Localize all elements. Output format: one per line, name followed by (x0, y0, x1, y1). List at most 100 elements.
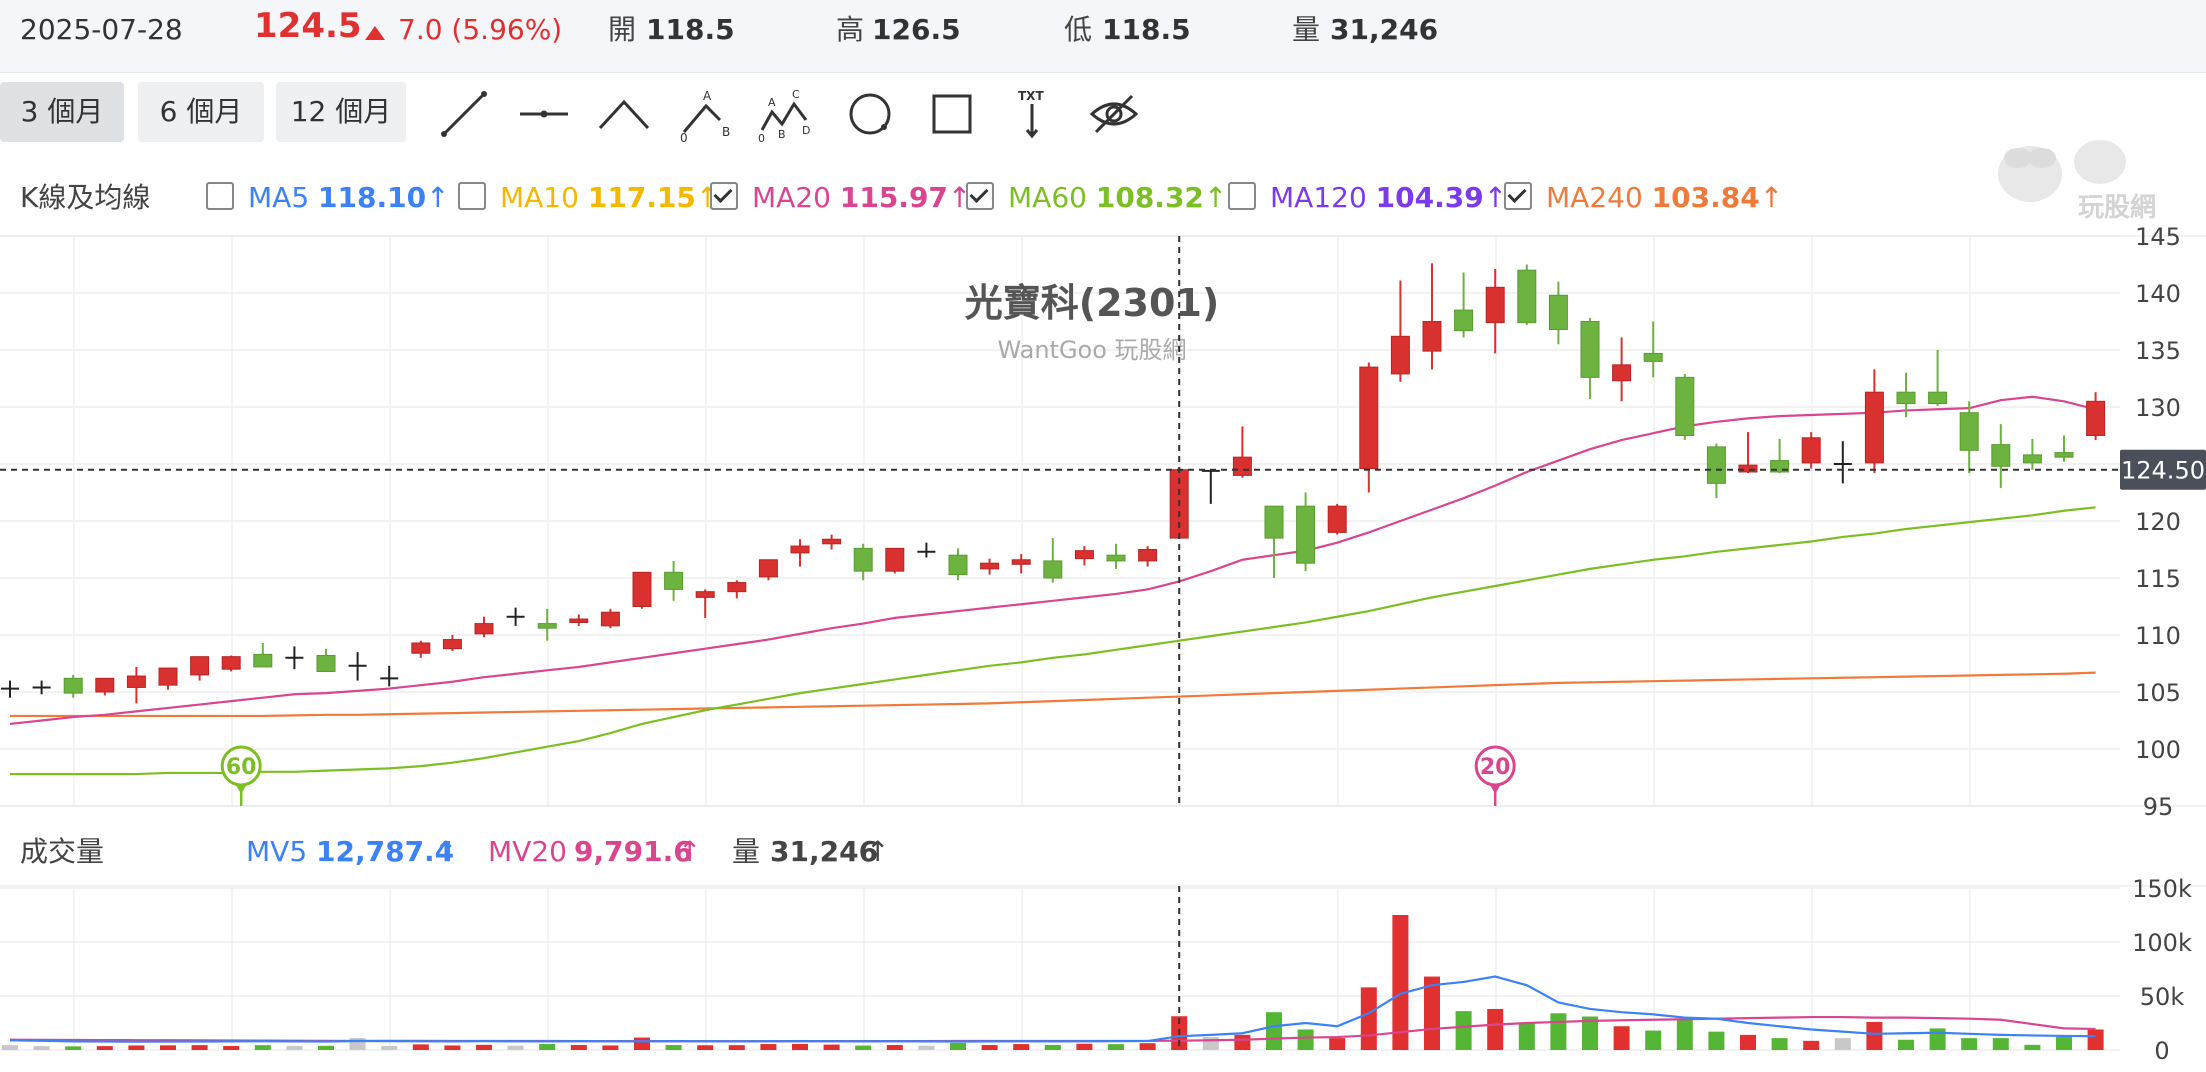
candle-body (1801, 437, 1821, 464)
candle-body (600, 611, 620, 627)
candle-body (1612, 364, 1632, 382)
volume-bar (96, 1046, 113, 1050)
volume-bar (33, 1046, 50, 1050)
volume-bar (254, 1045, 271, 1050)
volume-bar (1992, 1038, 2009, 1050)
volume-bar (1898, 1039, 1914, 1050)
range-6-months-button[interactable]: 6 個月 (138, 82, 264, 142)
ma20-toggle[interactable]: MA20 115.97↑ (710, 176, 971, 220)
vol-value: 31,246 (770, 835, 879, 868)
volume-tick-label: 150k (2132, 875, 2192, 903)
volume-bar (286, 1045, 303, 1050)
candle-body (442, 639, 462, 650)
volume-indicator-row: 成交量 MV5 12,787.4 ↑ MV20 9,791.6 ↑ 量 31,2… (0, 830, 2206, 874)
range-3-months-button[interactable]: 3 個月 (0, 82, 124, 142)
candle-body (1296, 505, 1316, 564)
ma-lines (9, 395, 2096, 776)
ma5-toggle[interactable]: MA5 118.10↑ (206, 176, 450, 220)
marker-label: 60 (226, 755, 257, 780)
price-tick-label: 130 (2135, 394, 2181, 422)
text-tool-label: TXT (1018, 89, 1044, 103)
price-tick-label: 145 (2135, 223, 2181, 251)
crosshair: 124.50 (0, 236, 2206, 1050)
volume-bar (349, 1038, 366, 1050)
candle-body (1232, 456, 1252, 476)
abcd-letter-c: C (792, 88, 800, 101)
hide-drawings-icon[interactable] (1086, 86, 1142, 142)
volume-tick-label: 100k (2132, 929, 2192, 957)
candle-body (221, 656, 241, 670)
volume-tick-label: 0 (2154, 1037, 2169, 1065)
volume-bar (1455, 1011, 1472, 1050)
ma-indicator-row: K線及均線 MA5 118.10↑ MA10 117.15↑ MA20 115.… (0, 176, 2206, 220)
volume-bar (1013, 1044, 1030, 1050)
ma60-checkbox[interactable] (966, 182, 994, 210)
volume-bar (1108, 1044, 1124, 1050)
volume-bar (539, 1044, 556, 1050)
line-tool-icon[interactable] (436, 86, 492, 142)
volume-bar (160, 1045, 176, 1050)
chart-subtitle: WantGoo 玩股網 (997, 336, 1186, 364)
circle-tool-icon[interactable] (842, 86, 898, 142)
vol-arrow-icon: ↑ (866, 835, 890, 868)
rectangle-tool-icon[interactable] (924, 86, 980, 142)
candle-body (1896, 391, 1916, 405)
candle-body (2086, 400, 2106, 436)
candle-body (1454, 309, 1474, 332)
volume-bar (223, 1046, 240, 1050)
logo-text: 玩股網 (2078, 192, 2156, 222)
candle-body (1991, 444, 2011, 467)
ma120-checkbox[interactable] (1228, 182, 1256, 210)
candle-body (1864, 391, 1884, 464)
ma240-checkbox[interactable] (1504, 182, 1532, 210)
price-tick-label: 95 (2143, 793, 2174, 821)
text-annotation-tool-icon[interactable]: TXT (1004, 86, 1060, 142)
ma240-toggle[interactable]: MA240 103.84↑ (1504, 176, 1783, 220)
volume-bar (1803, 1040, 1820, 1050)
high-value: 126.5 (872, 13, 961, 46)
volume-bar (65, 1046, 82, 1050)
candle-body (1517, 269, 1537, 324)
abc-pattern-tool-icon[interactable]: A B 0 (676, 86, 732, 145)
ma60-toggle[interactable]: MA60 108.32↑ (966, 176, 1227, 220)
ma5-name: MA5 (248, 181, 310, 214)
ma60-arrow-icon: ↑ (1203, 181, 1228, 214)
ma20-checkbox[interactable] (710, 182, 738, 210)
range-12-months-button[interactable]: 12 個月 (276, 82, 406, 142)
volume-panel-label: 成交量 (20, 835, 105, 868)
ma10-toggle[interactable]: MA10 117.15↑ (458, 176, 719, 220)
volume-bar (381, 1045, 398, 1050)
candle-body (1359, 366, 1379, 470)
volume-label: 量 (1292, 13, 1321, 46)
candles (1, 263, 2106, 704)
ma60-name: MA60 (1008, 181, 1087, 214)
abc-letter-0: 0 (680, 131, 688, 142)
open-value: 118.5 (646, 13, 735, 46)
ma10-checkbox[interactable] (458, 182, 486, 210)
volume-bar (886, 1045, 903, 1050)
volume-bar (570, 1045, 587, 1050)
ma60-value: 108.32 (1095, 181, 1204, 214)
candle-body (253, 653, 273, 668)
candle-body (822, 538, 842, 545)
candle-body (695, 591, 715, 598)
candle-body (1138, 549, 1158, 562)
ma240-line (10, 671, 2096, 718)
abcd-pattern-tool-icon[interactable]: A B C D 0 (756, 86, 812, 145)
volume-bar (792, 1043, 808, 1050)
wantgoo-logo: 玩股網 (1990, 132, 2170, 223)
ma120-toggle[interactable]: MA120 104.39↑ (1228, 176, 1507, 220)
volume-bar (1202, 1037, 1219, 1050)
ma5-checkbox[interactable] (206, 182, 234, 210)
candle-body (1390, 335, 1410, 375)
volume-bar (1740, 1034, 1756, 1050)
volume-bar (318, 1045, 334, 1050)
candle-body (1580, 321, 1600, 378)
volume-bar (1961, 1038, 1978, 1050)
horizontal-line-tool-icon[interactable] (516, 86, 572, 142)
polyline-tool-icon[interactable] (596, 86, 652, 142)
high-label: 高 (836, 13, 865, 46)
abcd-letter-0: 0 (758, 132, 765, 142)
chart-grid (0, 235, 2206, 1051)
